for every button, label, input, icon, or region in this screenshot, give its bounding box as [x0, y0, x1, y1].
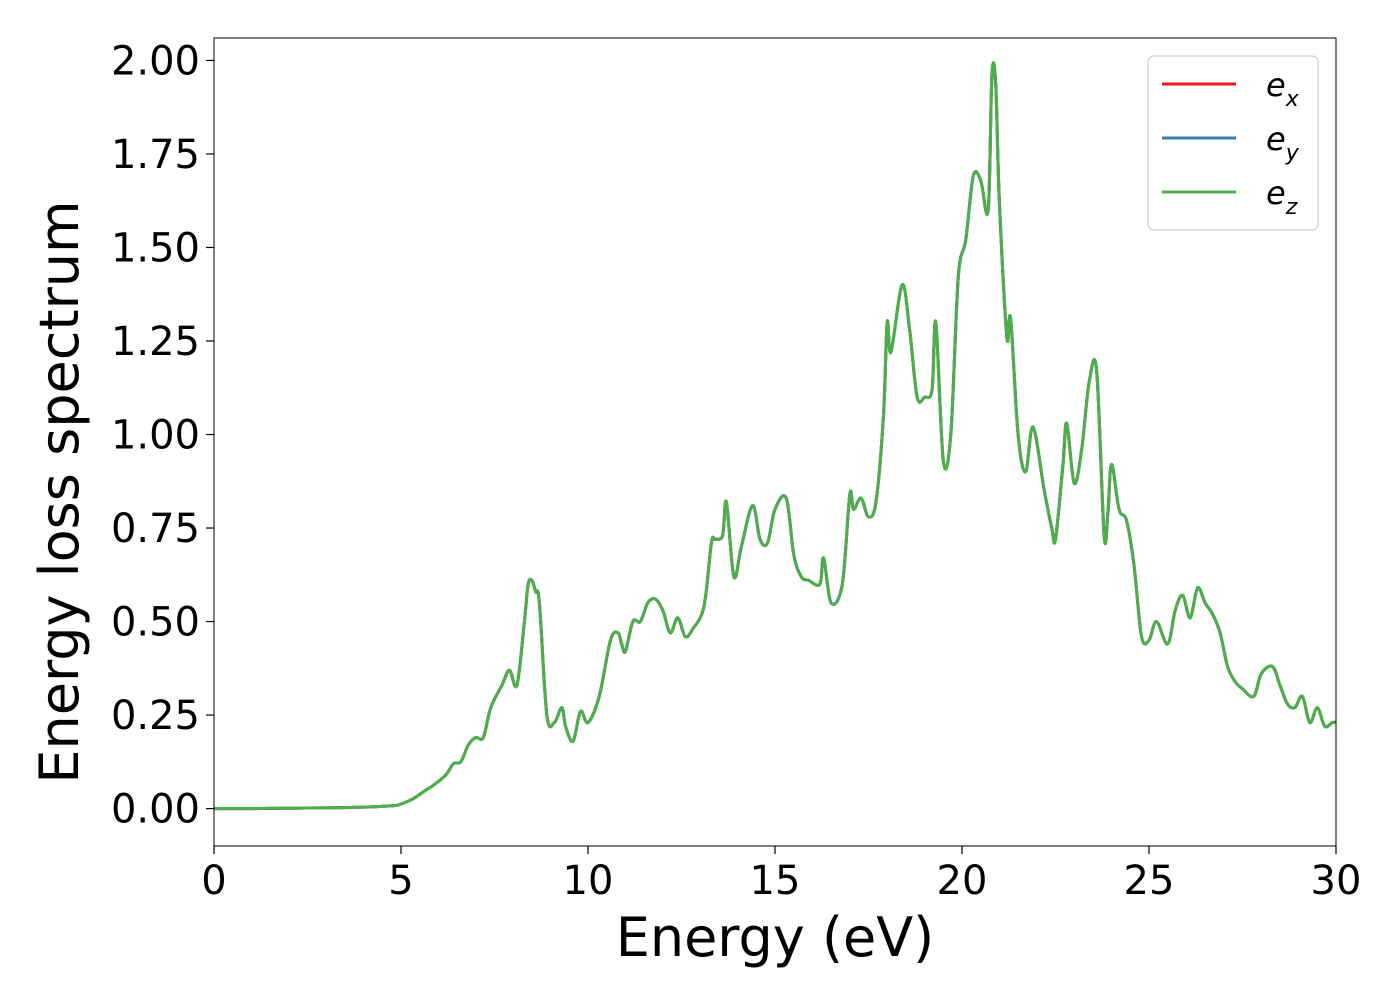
x-tick-label: 20	[937, 858, 988, 904]
y-tick-label: 1.25	[111, 319, 200, 365]
legend-label: ex	[1266, 66, 1300, 112]
x-tick-label: 5	[388, 858, 413, 904]
y-tick-label: 2.00	[111, 38, 200, 84]
x-axis-ticks: 0 5 10 15 20 25 30	[201, 846, 1361, 904]
y-tick-label: 0.50	[111, 600, 200, 646]
y-tick-label: 1.50	[111, 225, 200, 271]
y-axis-title: Energy loss spectrum	[28, 200, 91, 783]
legend-box	[1147, 55, 1319, 231]
x-tick-label: 10	[563, 858, 614, 904]
y-tick-label: 0.75	[111, 506, 200, 552]
legend-label: ey	[1266, 120, 1300, 166]
x-tick-label: 0	[201, 858, 226, 904]
y-tick-label: 1.75	[111, 132, 200, 178]
x-tick-label: 15	[750, 858, 801, 904]
x-tick-label: 25	[1124, 858, 1175, 904]
series-layer	[214, 61, 1336, 811]
y-tick-label: 1.00	[111, 413, 200, 459]
legend: ex ey ez	[1147, 55, 1319, 231]
y-tick-label: 0.25	[111, 693, 200, 739]
y-axis-ticks: 0.00 0.25 0.50 0.75 1.00 1.25 1.50 1.75 2.00	[111, 38, 214, 833]
series-line-e_z	[214, 61, 1336, 811]
legend-label: ez	[1266, 174, 1298, 220]
x-axis-title: Energy (eV)	[616, 906, 935, 969]
x-tick-label: 30	[1311, 858, 1362, 904]
y-tick-label: 0.00	[111, 787, 200, 833]
